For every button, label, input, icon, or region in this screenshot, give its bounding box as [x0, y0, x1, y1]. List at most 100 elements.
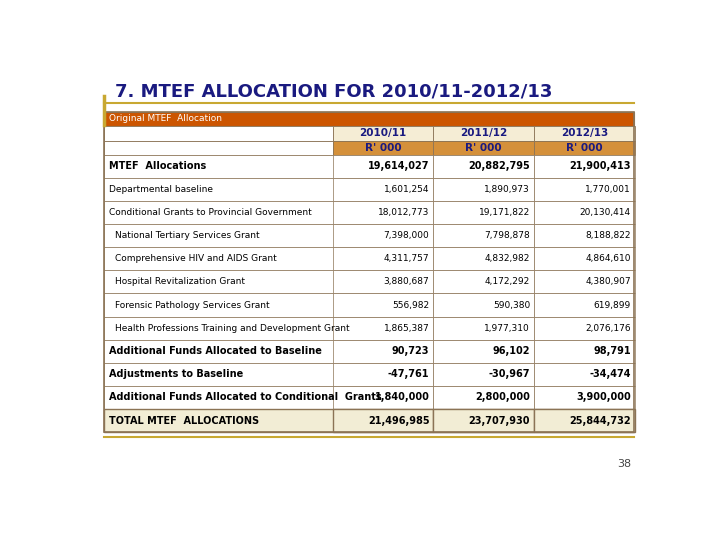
- Text: 619,899: 619,899: [594, 301, 631, 309]
- Text: 2,076,176: 2,076,176: [585, 323, 631, 333]
- Bar: [433, 224, 534, 247]
- Bar: [433, 201, 534, 224]
- Text: 38: 38: [617, 458, 631, 469]
- Text: National Tertiary Services Grant: National Tertiary Services Grant: [114, 231, 259, 240]
- Bar: [534, 340, 635, 363]
- Bar: [534, 271, 635, 294]
- Text: 2012/13: 2012/13: [561, 129, 608, 138]
- Text: 20,130,414: 20,130,414: [580, 208, 631, 217]
- Text: 98,791: 98,791: [593, 346, 631, 356]
- Bar: [534, 141, 635, 155]
- Bar: [104, 271, 634, 294]
- Text: Additional Funds Allocated to Conditional  Grants: Additional Funds Allocated to Conditiona…: [109, 393, 381, 402]
- Text: Adjustments to Baseline: Adjustments to Baseline: [109, 369, 243, 379]
- Text: 2010/11: 2010/11: [359, 129, 407, 138]
- Text: -34,474: -34,474: [590, 369, 631, 379]
- Bar: [433, 155, 534, 178]
- Bar: [333, 247, 433, 271]
- Bar: [104, 155, 634, 178]
- Bar: [534, 409, 635, 432]
- Bar: [433, 178, 534, 201]
- Text: Departmental baseline: Departmental baseline: [109, 185, 212, 194]
- Text: 7,398,000: 7,398,000: [384, 231, 429, 240]
- Text: MTEF  Allocations: MTEF Allocations: [109, 161, 206, 171]
- Text: -47,761: -47,761: [388, 369, 429, 379]
- Text: 2,800,000: 2,800,000: [475, 393, 530, 402]
- Text: 7,798,878: 7,798,878: [485, 231, 530, 240]
- Bar: [333, 409, 433, 432]
- Bar: [433, 363, 534, 386]
- Text: 25,844,732: 25,844,732: [570, 416, 631, 426]
- Text: 4,832,982: 4,832,982: [485, 254, 530, 264]
- Text: 1,865,387: 1,865,387: [384, 323, 429, 333]
- Bar: [104, 201, 634, 224]
- Text: 96,102: 96,102: [492, 346, 530, 356]
- Text: 19,614,027: 19,614,027: [368, 161, 429, 171]
- Text: 4,864,610: 4,864,610: [585, 254, 631, 264]
- Bar: [433, 247, 534, 271]
- Text: Forensic Pathology Services Grant: Forensic Pathology Services Grant: [114, 301, 269, 309]
- Text: 1,770,001: 1,770,001: [585, 185, 631, 194]
- Bar: [534, 247, 635, 271]
- Bar: [433, 409, 534, 432]
- Text: 1,890,973: 1,890,973: [485, 185, 530, 194]
- Text: 3,900,000: 3,900,000: [576, 393, 631, 402]
- Bar: [534, 363, 635, 386]
- Text: 19,171,822: 19,171,822: [479, 208, 530, 217]
- Bar: [333, 294, 433, 316]
- Text: Health Professions Training and Development Grant: Health Professions Training and Developm…: [114, 323, 349, 333]
- Text: 4,311,757: 4,311,757: [384, 254, 429, 264]
- Text: 1,840,000: 1,840,000: [374, 393, 429, 402]
- Bar: [104, 316, 634, 340]
- Text: 21,496,985: 21,496,985: [368, 416, 429, 426]
- Text: 8,188,822: 8,188,822: [585, 231, 631, 240]
- Text: 556,982: 556,982: [392, 301, 429, 309]
- Bar: [104, 126, 634, 141]
- Bar: [333, 224, 433, 247]
- Text: 18,012,773: 18,012,773: [378, 208, 429, 217]
- Text: Original MTEF  Allocation: Original MTEF Allocation: [109, 114, 222, 123]
- Text: TOTAL MTEF  ALLOCATIONS: TOTAL MTEF ALLOCATIONS: [109, 416, 258, 426]
- Text: Hospital Revitalization Grant: Hospital Revitalization Grant: [114, 278, 245, 286]
- Bar: [433, 316, 534, 340]
- Bar: [433, 340, 534, 363]
- Text: 2011/12: 2011/12: [460, 129, 508, 138]
- Bar: [333, 201, 433, 224]
- Bar: [333, 126, 433, 141]
- Bar: [104, 112, 634, 126]
- Bar: [104, 386, 634, 409]
- Text: 1,977,310: 1,977,310: [485, 323, 530, 333]
- Bar: [433, 271, 534, 294]
- Text: 3,880,687: 3,880,687: [384, 278, 429, 286]
- Bar: [333, 386, 433, 409]
- Text: 1,601,254: 1,601,254: [384, 185, 429, 194]
- Text: 7. MTEF ALLOCATION FOR 2010/11-2012/13: 7. MTEF ALLOCATION FOR 2010/11-2012/13: [114, 83, 552, 101]
- Text: R' 000: R' 000: [364, 143, 401, 153]
- Bar: [534, 294, 635, 316]
- Bar: [104, 409, 634, 432]
- Text: R' 000: R' 000: [566, 143, 603, 153]
- Bar: [534, 386, 635, 409]
- Text: 90,723: 90,723: [392, 346, 429, 356]
- Bar: [333, 178, 433, 201]
- Bar: [433, 141, 534, 155]
- Bar: [333, 271, 433, 294]
- Bar: [433, 386, 534, 409]
- Bar: [104, 294, 634, 316]
- Bar: [333, 363, 433, 386]
- Bar: [534, 155, 635, 178]
- Bar: [104, 141, 333, 155]
- Text: 4,380,907: 4,380,907: [585, 278, 631, 286]
- Text: 23,707,930: 23,707,930: [469, 416, 530, 426]
- Text: Additional Funds Allocated to Baseline: Additional Funds Allocated to Baseline: [109, 346, 321, 356]
- Bar: [534, 178, 635, 201]
- Bar: [104, 247, 634, 271]
- Text: -30,967: -30,967: [489, 369, 530, 379]
- Bar: [104, 340, 634, 363]
- Bar: [333, 141, 433, 155]
- Bar: [433, 294, 534, 316]
- Bar: [333, 340, 433, 363]
- Text: 21,900,413: 21,900,413: [570, 161, 631, 171]
- Text: 590,380: 590,380: [493, 301, 530, 309]
- Bar: [104, 126, 333, 141]
